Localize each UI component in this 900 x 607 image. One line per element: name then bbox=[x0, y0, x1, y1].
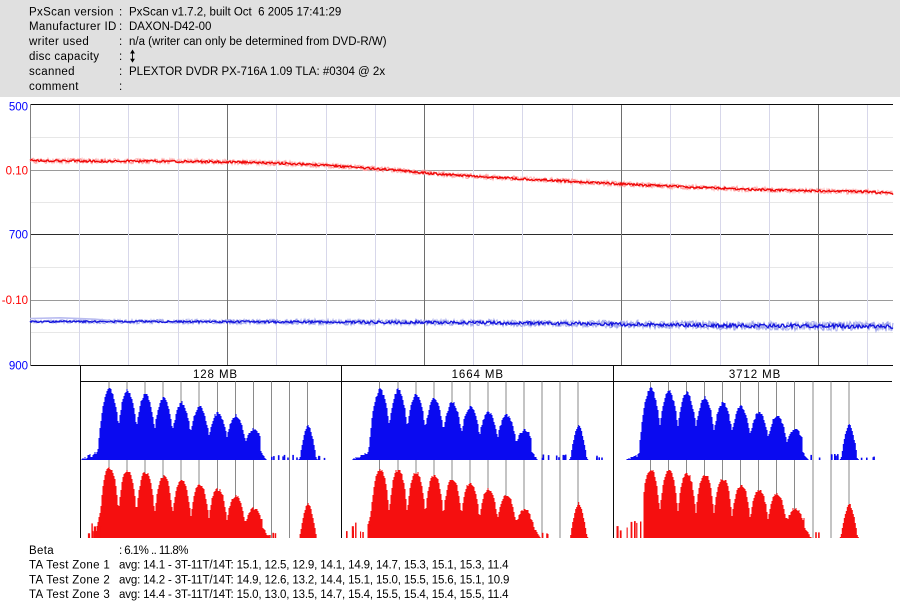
svg-text:comment: comment bbox=[29, 81, 79, 93]
svg-text::: : bbox=[119, 81, 122, 93]
svg-text:0.10: 0.10 bbox=[6, 165, 28, 177]
svg-text:TA Test Zone 3: TA Test Zone 3 bbox=[29, 589, 110, 601]
svg-text::: : bbox=[119, 51, 122, 63]
svg-text::: : bbox=[119, 36, 122, 48]
svg-text:1664 MB: 1664 MB bbox=[452, 369, 504, 381]
svg-text:128 MB: 128 MB bbox=[193, 369, 238, 381]
svg-text:writer used: writer used bbox=[28, 36, 89, 48]
svg-text:n/a (writer can only be determ: n/a (writer can only be determined from … bbox=[129, 36, 387, 48]
svg-text:PxScan v1.7.2, built Oct 6 20: PxScan v1.7.2, built Oct 6 2005 17:41:29 bbox=[129, 6, 341, 18]
svg-text:500: 500 bbox=[9, 102, 28, 114]
svg-text:avg: 14.1 - 3T-11T/14T: 15.1,: avg: 14.1 - 3T-11T/14T: 15.1, 12.5, 12.9… bbox=[119, 560, 509, 572]
svg-text:PxScan version: PxScan version bbox=[29, 6, 114, 18]
svg-text:TA Test Zone 2: TA Test Zone 2 bbox=[29, 574, 110, 586]
svg-text:disc capacity: disc capacity bbox=[29, 51, 99, 63]
svg-text::: : bbox=[119, 66, 122, 78]
svg-text:Manufacturer ID: Manufacturer ID bbox=[29, 21, 117, 33]
svg-text::: : bbox=[119, 6, 122, 18]
svg-text::: : bbox=[119, 21, 122, 33]
svg-text:TA Test Zone 1: TA Test Zone 1 bbox=[29, 560, 110, 572]
svg-text:avg: 14.2 - 3T-11T/14T: 14.9,: avg: 14.2 - 3T-11T/14T: 14.9, 12.6, 13.2… bbox=[119, 574, 509, 586]
svg-text:700: 700 bbox=[9, 230, 28, 242]
svg-text:3712 MB: 3712 MB bbox=[729, 369, 781, 381]
svg-text:avg: 14.4 - 3T-11T/14T: 15.0,: avg: 14.4 - 3T-11T/14T: 15.0, 13.0, 13.5… bbox=[119, 589, 509, 601]
svg-text:scanned: scanned bbox=[29, 66, 75, 78]
svg-text:Beta: Beta bbox=[29, 545, 54, 557]
svg-text:DAXON-D42-00: DAXON-D42-00 bbox=[129, 21, 211, 33]
svg-text:900: 900 bbox=[9, 360, 28, 372]
svg-text:: 6.1% .. 11.8%: : 6.1% .. 11.8% bbox=[119, 545, 188, 557]
svg-text:PLEXTOR DVDR PX-716A 1.09 TLA:: PLEXTOR DVDR PX-716A 1.09 TLA: #0304 @ 2… bbox=[129, 66, 385, 78]
svg-text:-0.10: -0.10 bbox=[2, 295, 28, 307]
